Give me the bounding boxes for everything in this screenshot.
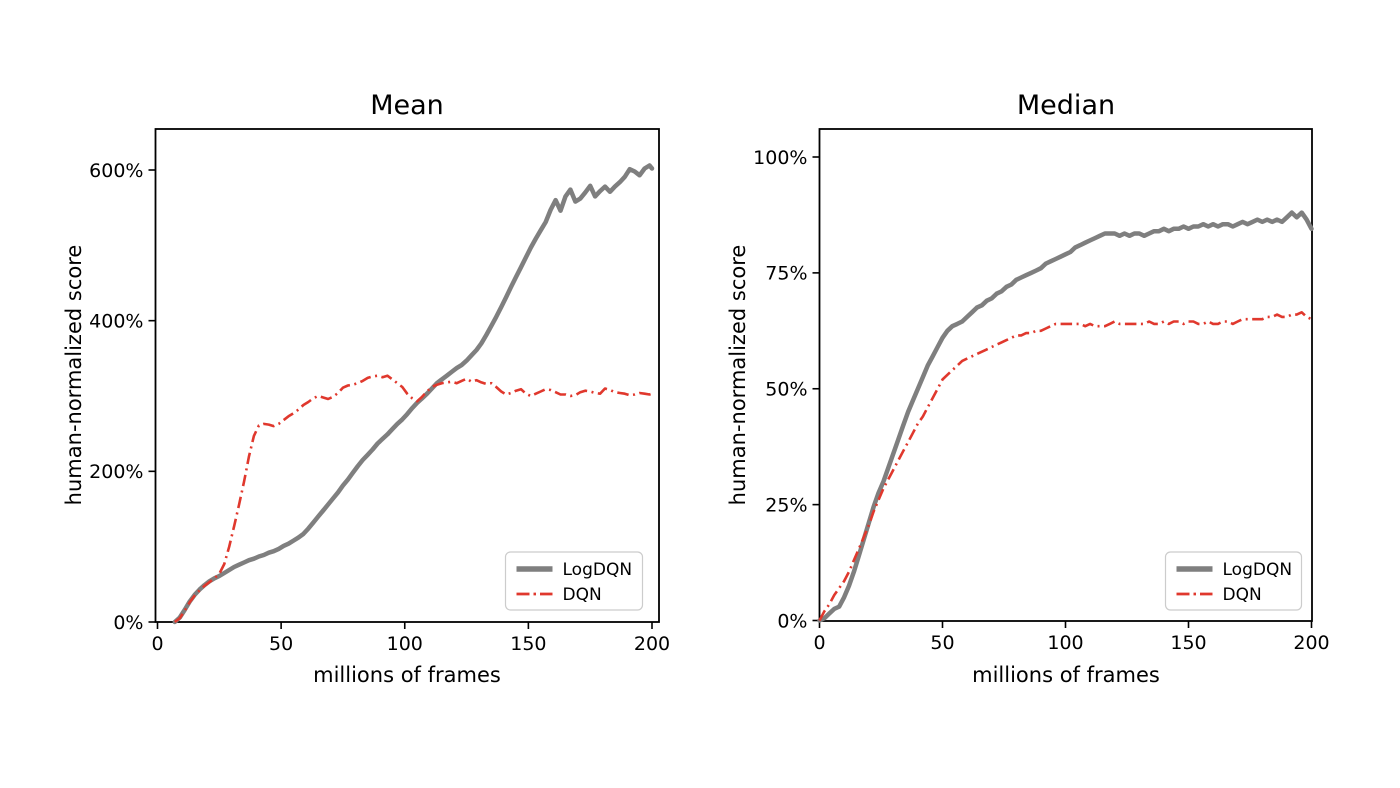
x-tick-label: 100: [387, 633, 423, 655]
chart-title-median: Median: [1016, 90, 1116, 121]
x-tick-label: 200: [1293, 632, 1329, 654]
series-line-dqn: [818, 311, 1313, 622]
x-tick-label: 50: [930, 632, 954, 654]
x-axis-label-median: millions of frames: [972, 663, 1160, 687]
y-tick-label: 50%: [765, 379, 807, 401]
x-tick-label: 0: [151, 633, 163, 655]
legend-label-logdqn: LogDQN: [1223, 560, 1293, 580]
y-axis-label-median: human-normalized score: [726, 244, 750, 506]
chart-title-mean: Mean: [370, 90, 444, 121]
series-line-logdqn: [172, 163, 655, 625]
legend-label-dqn: DQN: [563, 585, 602, 605]
x-tick-label: 200: [634, 633, 670, 655]
y-tick-label: 0%: [777, 610, 807, 632]
y-tick-label: 600%: [89, 160, 143, 182]
x-tick-label: 50: [269, 633, 293, 655]
plot-box: [818, 128, 1313, 622]
x-axis-label-mean: millions of frames: [313, 663, 501, 687]
series-line-dqn: [174, 374, 653, 624]
legend-label-logdqn: LogDQN: [563, 560, 633, 580]
x-tick-label: 150: [1170, 632, 1206, 654]
y-tick-label: 100%: [753, 147, 807, 169]
series-line-logdqn: [817, 210, 1314, 623]
y-axis-label-mean: human-normalized score: [62, 244, 86, 506]
plot-box: [154, 128, 660, 623]
y-tick-label: 200%: [89, 461, 143, 483]
x-tick-label: 100: [1047, 632, 1083, 654]
y-tick-label: 25%: [765, 494, 807, 516]
chart-mean: 0 50 100 150 200 0% 200% 400% 600% LogDQN DQN: [89, 128, 670, 655]
y-tick-label: 0%: [113, 612, 143, 634]
chart-median: 0 50 100 150 200 0% 25% 50% 75% 100% LogDQN DQN: [753, 128, 1330, 654]
x-tick-label: 150: [510, 633, 546, 655]
legend-label-dqn: DQN: [1223, 585, 1262, 605]
y-tick-label: 75%: [765, 263, 807, 285]
y-tick-label: 400%: [89, 311, 143, 333]
x-tick-label: 0: [813, 632, 825, 654]
